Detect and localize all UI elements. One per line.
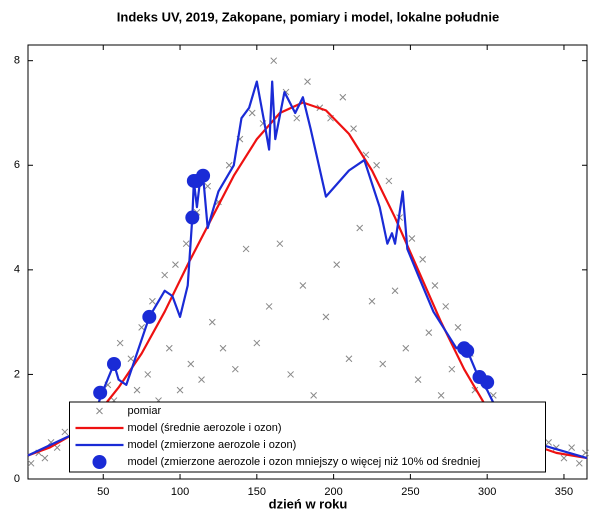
- cross-marker: [431, 282, 439, 289]
- legend-label: pomiar: [128, 405, 162, 417]
- dot-marker: [185, 210, 200, 225]
- cross-marker: [204, 182, 212, 190]
- dot-marker: [142, 309, 157, 324]
- dot-marker: [107, 356, 121, 371]
- cross-marker: [425, 329, 433, 336]
- cross-marker: [253, 339, 261, 347]
- cross-marker: [391, 287, 399, 295]
- cross-marker: [419, 256, 427, 263]
- cross-marker: [339, 93, 347, 101]
- cross-marker: [408, 235, 416, 242]
- x-tick-label: 200: [324, 486, 342, 498]
- legend-label: model (zmierzone aerozole i ozon): [128, 439, 297, 451]
- cross-marker: [144, 371, 152, 378]
- chart-title: Indeks UV, 2019, Zakopane, pomiary i mod…: [117, 9, 499, 24]
- dot-marker: [460, 343, 475, 358]
- cross-marker: [133, 386, 141, 394]
- legend-label: model (średnie aerozole i ozon): [128, 422, 282, 434]
- dot-marker: [93, 385, 108, 400]
- cross-marker: [350, 125, 357, 133]
- cross-marker: [560, 454, 568, 462]
- cross-marker: [293, 114, 301, 122]
- cross-marker: [265, 303, 273, 310]
- dot-marker: [480, 375, 495, 390]
- cross-marker: [182, 240, 190, 248]
- cross-marker: [385, 177, 393, 185]
- cross-marker: [448, 365, 456, 373]
- cross-marker: [373, 161, 380, 169]
- cross-marker: [402, 344, 410, 352]
- cross-marker: [116, 339, 124, 347]
- cross-marker: [61, 428, 69, 436]
- x-tick-label: 300: [478, 486, 496, 498]
- x-axis-label: dzień w roku: [269, 496, 348, 511]
- cross-marker: [299, 282, 307, 289]
- cross-marker: [27, 459, 35, 467]
- cross-marker: [276, 240, 284, 248]
- x-tick-label: 50: [97, 486, 109, 498]
- cross-marker: [379, 360, 387, 368]
- cross-marker: [356, 224, 364, 232]
- cross-marker: [545, 439, 552, 446]
- cross-marker: [414, 376, 422, 384]
- cross-marker: [368, 297, 376, 305]
- cross-marker: [322, 313, 330, 321]
- y-tick-label: 6: [14, 159, 20, 171]
- cross-marker: [582, 449, 589, 457]
- cross-marker: [149, 297, 156, 305]
- cross-marker: [310, 391, 317, 399]
- legend-box: [69, 401, 546, 473]
- dot-marker: [196, 168, 211, 183]
- cross-marker: [219, 344, 227, 352]
- cross-marker: [304, 78, 311, 85]
- cross-marker: [442, 303, 450, 310]
- cross-marker: [225, 161, 233, 169]
- y-tick-label: 8: [14, 55, 20, 67]
- cross-marker: [161, 271, 169, 279]
- cross-marker: [287, 371, 294, 378]
- y-tick-label: 2: [14, 368, 20, 380]
- cross-marker: [176, 386, 184, 394]
- x-tick-label: 100: [171, 486, 189, 498]
- legend: pomiar model (średnie aerozole i ozon) mod…: [69, 401, 546, 473]
- cross-marker: [198, 376, 205, 384]
- legend-label: model (zmierzone aerozole i ozon mniejsz…: [128, 456, 481, 468]
- cross-marker: [165, 344, 173, 352]
- cross-marker: [333, 261, 341, 268]
- cross-marker: [345, 355, 353, 363]
- cross-marker: [187, 360, 195, 368]
- series-line: [27, 80, 588, 460]
- cross-marker: [41, 454, 49, 462]
- y-tick-label: 0: [14, 473, 20, 485]
- cross-marker: [127, 355, 135, 363]
- cross-marker: [248, 109, 256, 117]
- cross-marker: [172, 261, 179, 268]
- y-tick-label: 4: [14, 264, 20, 276]
- cross-marker: [575, 459, 583, 467]
- x-tick-label: 150: [248, 486, 266, 498]
- cross-marker: [96, 407, 103, 415]
- legend-dot: [92, 455, 107, 469]
- x-tick-label: 350: [555, 486, 573, 498]
- cross-marker: [437, 391, 445, 399]
- cross-marker: [138, 324, 145, 331]
- cross-marker: [242, 245, 250, 253]
- x-tick-label: 250: [401, 486, 419, 498]
- cross-marker: [270, 57, 278, 65]
- cross-marker: [231, 365, 239, 373]
- cross-marker: [454, 324, 462, 331]
- cross-marker: [568, 444, 575, 451]
- cross-marker: [208, 318, 216, 326]
